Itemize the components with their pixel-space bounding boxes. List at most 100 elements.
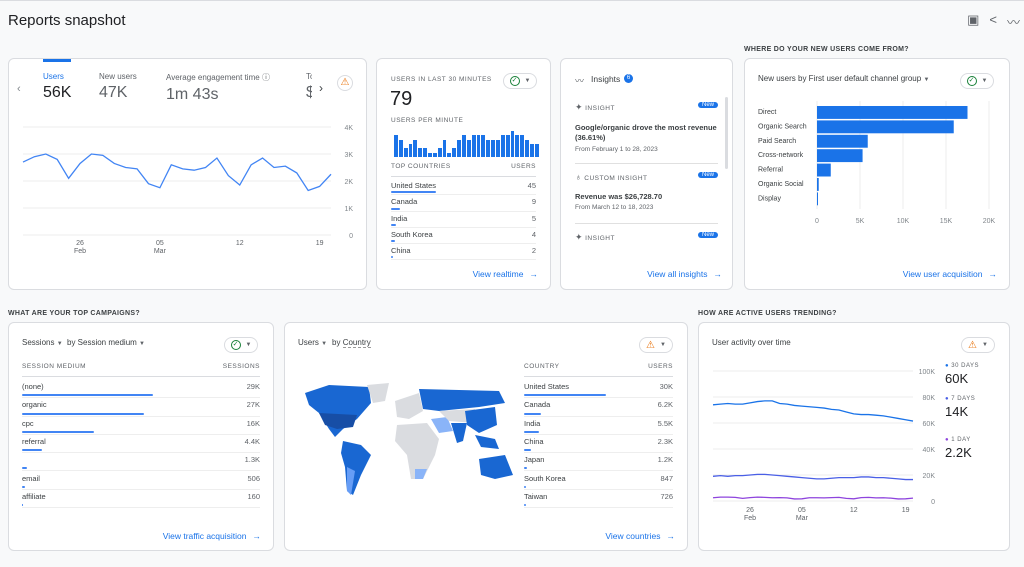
table-row[interactable]: India 5 (391, 212, 536, 228)
row-label: (none) (22, 382, 44, 391)
metric-tab-total[interactable]: To $ (306, 72, 312, 102)
y-tick-label: 40K (923, 447, 936, 454)
row-label: referral (22, 436, 46, 446)
map-russia (419, 389, 505, 411)
map-australia (479, 455, 513, 479)
view-traffic-acquisition-link[interactable]: View traffic acquisition → (162, 531, 261, 541)
row-bar (22, 449, 42, 452)
table-row[interactable]: Canada 9 (391, 195, 536, 212)
view-realtime-link[interactable]: View realtime → (472, 269, 538, 279)
insight-item[interactable]: ✦ INSIGHT New Google/organic drove the m… (575, 102, 718, 164)
minute-bar (452, 148, 457, 157)
world-map[interactable] (299, 383, 519, 503)
table-row[interactable]: Canada 6.2K (524, 398, 673, 417)
share-icon[interactable]: < (989, 12, 997, 27)
table-row[interactable]: China 2 (391, 244, 536, 261)
row-label: United States (524, 382, 570, 391)
table-row[interactable]: referral 4.4K (22, 435, 260, 454)
check-icon: ✓ (966, 76, 977, 86)
row-value: 45 (527, 181, 536, 190)
scrollbar[interactable] (725, 97, 728, 169)
active-tab-indicator (43, 59, 71, 62)
warning-icon[interactable]: ⚠ (337, 75, 353, 91)
table-row[interactable]: China 2.3K (524, 435, 673, 454)
bar-referral (817, 163, 831, 177)
new-badge: New (697, 232, 718, 238)
table-row[interactable]: 1.3K (22, 453, 260, 472)
y-tick-label: 0 (349, 233, 353, 240)
row-bar (524, 449, 531, 452)
legend-value: 14K (945, 404, 969, 419)
row-label: United States (391, 181, 437, 190)
status-dropdown[interactable]: ✓ ▼ (503, 73, 537, 89)
x-tick-day: 19 (902, 507, 910, 514)
column-header-country: TOP COUNTRIES (391, 163, 451, 170)
table-row[interactable]: South Korea 847 (524, 472, 673, 490)
new-badge: New (697, 172, 718, 178)
minute-bar (471, 135, 476, 157)
realtime-card: USERS IN LAST 30 MINUTES ✓ ▼ 79 USERS PER… (376, 58, 551, 290)
x-tick-month: Mar (796, 515, 809, 522)
caret-icon: ▼ (245, 342, 252, 348)
warning-dropdown[interactable]: ⚠ ▼ (961, 337, 995, 353)
next-metric-button[interactable]: › (319, 81, 323, 95)
x-tick-month: Mar (154, 248, 167, 255)
column-header-country: COUNTRY (524, 363, 560, 370)
help-icon[interactable]: ⓘ (261, 73, 270, 82)
table-row[interactable]: India 5.5K (524, 417, 673, 435)
metric-dropdown[interactable]: Sessions ▼ (22, 338, 63, 347)
insight-item[interactable]: ♁ CUSTOM INSIGHT New Revenue was $26,728… (575, 172, 718, 224)
metric-tab-users[interactable]: Users 56K (43, 72, 71, 102)
row-bar (524, 430, 539, 433)
status-dropdown[interactable]: ✓ ▼ (224, 337, 258, 353)
insight-type: INSIGHT (585, 105, 615, 112)
minute-bar (442, 139, 447, 157)
minute-bar (394, 135, 398, 157)
customize-report-icon[interactable]: ▣ (967, 12, 980, 27)
status-dropdown[interactable]: ✓ ▼ (960, 73, 994, 89)
row-label: organic (22, 400, 47, 410)
view-countries-link[interactable]: View countries → (605, 531, 675, 541)
minute-bar (476, 135, 481, 157)
table-row[interactable]: United States 45 (391, 179, 536, 196)
minute-bar (486, 139, 491, 157)
y-tick-label: 2K (344, 179, 353, 186)
table-row[interactable]: South Korea 4 (391, 228, 536, 245)
table-row[interactable]: cpc 16K (22, 417, 260, 435)
insight-item[interactable]: ✦ INSIGHT New (575, 232, 718, 243)
view-user-acquisition-link[interactable]: View user acquisition → (902, 269, 997, 279)
table-row[interactable]: email 506 (22, 472, 260, 490)
row-bar (22, 467, 28, 470)
minute-bar (447, 152, 452, 157)
table-row[interactable]: (none) 29K (22, 380, 260, 399)
table-row[interactable]: affiliate 160 (22, 490, 260, 509)
insights-title: Insights (591, 74, 621, 84)
insight-text: Google/organic drove the most revenue (3… (575, 123, 717, 142)
minute-bar (428, 152, 432, 157)
table-row[interactable]: Taiwan 726 (524, 490, 673, 509)
acquisition-dimension-dropdown[interactable]: New users by First user default channel … (758, 74, 930, 83)
minute-bar (398, 139, 403, 157)
insights-icon[interactable]: 〰 (1006, 15, 1020, 30)
row-label: India (391, 213, 408, 223)
view-all-insights-link[interactable]: View all insights → (647, 269, 722, 279)
dimension-dropdown[interactable]: by Country (332, 338, 371, 348)
metric-tab-engagement[interactable]: Average engagement time ⓘ 1m 43s (166, 72, 270, 104)
x-tick-day: 12 (236, 240, 244, 247)
prev-metric-button[interactable]: ‹ (17, 83, 21, 95)
row-value: 726 (660, 491, 673, 501)
minute-bar (413, 139, 418, 157)
x-tick-day: 12 (850, 507, 858, 514)
metric-value: 47K (99, 84, 128, 101)
metric-dropdown[interactable]: Users ▼ (298, 338, 328, 347)
caret-icon: ▼ (982, 342, 988, 348)
table-row[interactable]: United States 30K (524, 380, 673, 399)
metric-tab-new-users[interactable]: New users 47K (99, 72, 137, 102)
table-row[interactable]: organic 27K (22, 398, 260, 417)
dimension-dropdown[interactable]: by Session medium ▼ (67, 338, 145, 347)
metric-value: 56K (43, 84, 72, 101)
warning-dropdown[interactable]: ⚠ ▼ (639, 337, 673, 353)
table-row[interactable]: Japan 1.2K (524, 453, 673, 472)
minute-bar (423, 148, 428, 157)
